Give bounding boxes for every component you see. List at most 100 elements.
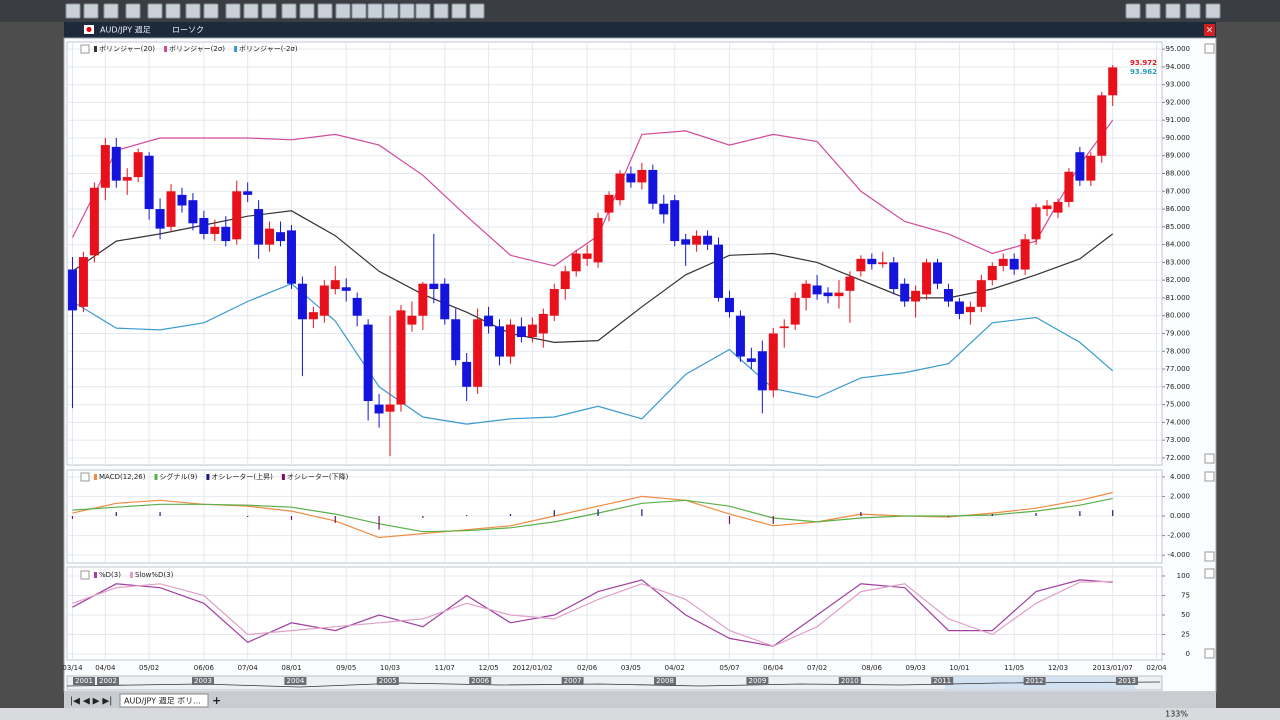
y-tick-label: 92.000 [1166, 98, 1191, 106]
candle-body [703, 235, 713, 245]
panel-collapse[interactable] [80, 570, 90, 580]
x-tick-label: 02/04 [1146, 664, 1167, 672]
candle-body [670, 200, 680, 242]
x-tick-label: 07/02 [807, 664, 827, 672]
toolbar-button[interactable] [317, 3, 333, 19]
x-tick-label: 08/06 [862, 664, 883, 672]
toolbar-button[interactable] [83, 3, 99, 19]
y-tick-label: 0.000 [1170, 512, 1190, 520]
tab-nav[interactable]: |◀ ◀ ▶ ▶| [70, 697, 112, 707]
navigator-year: 2009 [748, 677, 766, 685]
candle-body [363, 324, 373, 402]
candle-body [254, 209, 264, 245]
x-tick-label: 12/05 [478, 664, 498, 672]
zoom-level: 133% [1165, 710, 1188, 719]
candle-body [297, 283, 307, 320]
toolbar-button[interactable] [243, 3, 259, 19]
window-title: AUD/JPY 週足 [100, 26, 151, 35]
toolbar-button[interactable] [1145, 3, 1161, 19]
navigator-year: 2001 [75, 677, 93, 685]
panel-collapse[interactable] [80, 472, 90, 482]
x-tick-label: 06/04 [763, 664, 784, 672]
toolbar-button[interactable] [185, 3, 201, 19]
toolbar-button[interactable] [261, 3, 277, 19]
chart-tab-label[interactable]: AUD/JPY 週足 ボリ... [124, 697, 201, 706]
candle-body [768, 333, 778, 391]
toolbar-button[interactable] [103, 3, 119, 19]
legend-swatch [129, 572, 133, 578]
legend-swatch [154, 474, 158, 480]
x-tick-label: 04/04 [95, 664, 116, 672]
navigator-year: 2006 [471, 677, 489, 685]
x-tick-label: 05/02 [139, 664, 159, 672]
indicator-line [72, 491, 1113, 539]
candle-body [78, 257, 88, 307]
candle-body [100, 145, 110, 188]
toolbar-button[interactable] [299, 3, 315, 19]
chart-style[interactable]: ローソク [172, 26, 204, 35]
toolbar-button[interactable] [1185, 3, 1201, 19]
toolbar-button[interactable] [1205, 3, 1221, 19]
navigator[interactable] [66, 675, 1163, 691]
toolbar-button[interactable] [281, 3, 297, 19]
add-tab[interactable]: + [212, 694, 221, 707]
toolbar-button[interactable] [383, 3, 399, 19]
candle-body [724, 297, 734, 313]
candle-body [900, 283, 910, 302]
candle-body [998, 258, 1008, 266]
toolbar-button[interactable] [399, 3, 415, 19]
candle-body [593, 217, 603, 263]
indicator-line [72, 283, 1114, 425]
navigator-year-box [97, 677, 119, 685]
chart-tab[interactable] [119, 693, 209, 708]
candle-body [374, 404, 384, 414]
candle-body [714, 244, 724, 298]
close-icon[interactable]: × [1206, 26, 1214, 36]
panel-button[interactable] [1204, 551, 1215, 562]
y-tick-label: 73.000 [1166, 436, 1191, 444]
toolbar-button[interactable] [351, 3, 367, 19]
panel-button[interactable] [1204, 471, 1215, 482]
toolbar-button[interactable] [367, 3, 383, 19]
toolbar-button[interactable] [469, 3, 485, 19]
toolbar-button[interactable] [415, 3, 431, 19]
toolbar-button[interactable] [203, 3, 219, 19]
candle-body [911, 290, 921, 302]
y-tick-label: 93.000 [1166, 81, 1191, 89]
navigator-year-box [1116, 677, 1138, 685]
x-tick-label: 11/05 [1004, 664, 1024, 672]
panel-button[interactable] [1204, 648, 1215, 659]
y-tick-label: 79.000 [1166, 329, 1191, 337]
panel-button[interactable] [1204, 568, 1215, 579]
panel-button[interactable] [1204, 43, 1215, 54]
candle-body [166, 191, 176, 227]
toolbar-button[interactable] [165, 3, 181, 19]
panel-collapse[interactable] [80, 44, 90, 54]
panel-button[interactable] [1204, 453, 1215, 464]
y-tick-label: 94.000 [1166, 63, 1191, 71]
y-tick-label: 2.000 [1170, 492, 1190, 500]
candle-body [648, 169, 658, 204]
candle-body [1075, 152, 1085, 181]
navigator-year-box [376, 677, 399, 685]
toolbar-button[interactable] [433, 3, 449, 19]
toolbar-button[interactable] [335, 3, 351, 19]
toolbar-button[interactable] [147, 3, 163, 19]
toolbar-button[interactable] [1165, 3, 1181, 19]
status-bar [0, 708, 1280, 720]
navigator-year: 2008 [656, 677, 674, 685]
toolbar-button[interactable] [125, 3, 141, 19]
x-tick-label: 2012/01/02 [512, 664, 552, 672]
navigator-year-box [1023, 677, 1046, 685]
candle-body [1009, 258, 1019, 270]
y-tick-label: 72.000 [1166, 454, 1191, 462]
toolbar-button[interactable] [1125, 3, 1141, 19]
toolbar-button[interactable] [451, 3, 467, 19]
candle-body [834, 292, 844, 297]
close-button[interactable] [1204, 24, 1215, 36]
legend-swatch [234, 46, 238, 52]
toolbar-button[interactable] [65, 3, 81, 19]
toolbar-button[interactable] [225, 3, 241, 19]
